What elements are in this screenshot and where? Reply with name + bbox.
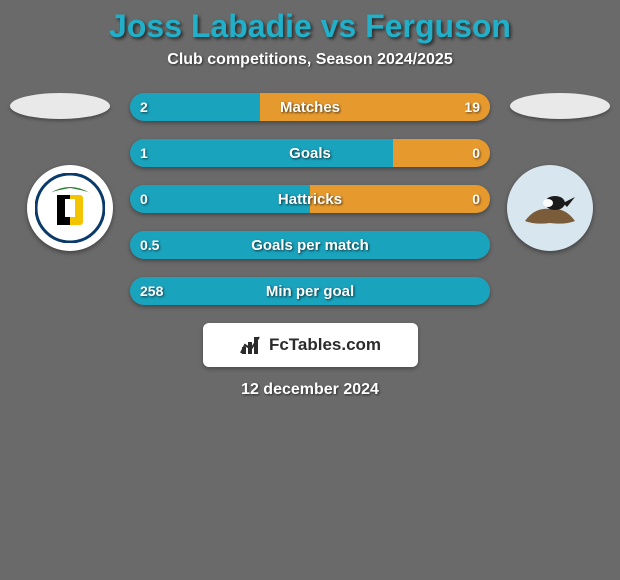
shield-icon bbox=[35, 173, 105, 243]
subtitle: Club competitions, Season 2024/2025 bbox=[0, 51, 620, 69]
crest-bird-chest bbox=[543, 199, 553, 207]
stat-row: 258Min per goal bbox=[130, 277, 490, 305]
stat-bar-left bbox=[130, 93, 260, 121]
stat-bar-left bbox=[130, 185, 310, 213]
stat-row: 10Goals bbox=[130, 139, 490, 167]
stat-row: 219Matches bbox=[130, 93, 490, 121]
brand-box[interactable]: FcTables.com bbox=[203, 323, 418, 367]
club-crest-right bbox=[507, 165, 593, 251]
brand-text: FcTables.com bbox=[269, 335, 381, 355]
stat-row: 00Hattricks bbox=[130, 185, 490, 213]
club-crest-left bbox=[27, 165, 113, 251]
stat-bar-right bbox=[260, 93, 490, 121]
player-left-oval bbox=[10, 93, 110, 119]
comparison-arena: 219Matches 10Goals 00Hattricks 0.5Goals per… bbox=[0, 93, 620, 399]
stat-bar-right bbox=[393, 139, 490, 167]
player-right-oval bbox=[510, 93, 610, 119]
stat-bar-right bbox=[310, 185, 490, 213]
shield-icon bbox=[515, 173, 585, 243]
stat-bar-left bbox=[130, 231, 490, 259]
stat-row: 0.5Goals per match bbox=[130, 231, 490, 259]
date-text: 12 december 2024 bbox=[0, 381, 620, 399]
bar-chart-icon bbox=[239, 333, 263, 357]
crest-tower bbox=[65, 199, 75, 217]
stat-bar-left bbox=[130, 277, 490, 305]
stat-bar-left bbox=[130, 139, 393, 167]
stat-bars: 219Matches 10Goals 00Hattricks 0.5Goals per… bbox=[130, 93, 490, 305]
page-title: Joss Labadie vs Ferguson bbox=[0, 0, 620, 45]
